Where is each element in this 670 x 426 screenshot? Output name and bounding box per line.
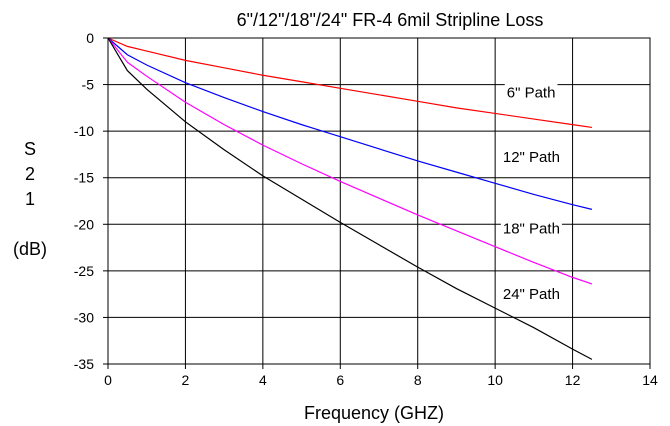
series-label-background xyxy=(500,284,562,304)
y-tick-label: -35 xyxy=(74,356,94,372)
series-label-2: 12" Path xyxy=(503,149,560,166)
y-tick-label: -20 xyxy=(74,216,94,232)
y-tick-label: -15 xyxy=(74,170,94,186)
plot-area xyxy=(107,37,651,365)
x-tick-label: 12 xyxy=(565,372,581,388)
x-tick-label: 8 xyxy=(414,372,422,388)
plot-border xyxy=(107,37,651,365)
y-tick-label: 0 xyxy=(86,30,94,46)
series-labels: 6" Path 12" Path 18" Path 24" Path xyxy=(500,83,562,304)
plot-background xyxy=(108,38,650,364)
y-tick-label: -25 xyxy=(74,263,94,279)
series-line-3 xyxy=(107,37,593,285)
chart-title: 6"/12"/18"/24" FR-4 6mil Stripline Loss xyxy=(237,10,544,30)
series-lines xyxy=(107,37,593,360)
y-axis-label: S 2 1 (dB) xyxy=(13,139,47,259)
y-axis: 0 -5 -10 -15 -20 -25 -30 -35 xyxy=(74,30,108,372)
y-axis-label-line-1: S xyxy=(24,139,36,159)
series-label-4: 24" Path xyxy=(503,286,560,303)
series-label-background xyxy=(504,83,558,103)
x-tick-label: 4 xyxy=(259,372,267,388)
series-label-background xyxy=(500,147,562,167)
x-tick-label: 2 xyxy=(182,372,190,388)
y-axis-label-line-2: 2 xyxy=(25,164,35,184)
x-axis: 0 2 4 6 8 10 12 14 xyxy=(104,364,658,388)
x-axis-label: Frequency (GHZ) xyxy=(304,403,444,423)
x-tick-label: 10 xyxy=(487,372,503,388)
x-tick-label: 0 xyxy=(104,372,112,388)
y-axis-label-line-3: 1 xyxy=(25,189,35,209)
y-tick-label: -10 xyxy=(74,123,94,139)
series-line-2 xyxy=(107,37,593,210)
series-line-1 xyxy=(107,37,593,129)
series-label-3: 18" Path xyxy=(503,221,560,238)
y-tick-label: -30 xyxy=(74,309,94,325)
series-line-4 xyxy=(107,37,593,360)
series-label-1: 6" Path xyxy=(507,85,556,102)
x-tick-label: 6 xyxy=(336,372,344,388)
series-label-background xyxy=(500,219,562,239)
y-axis-label-line-4: (dB) xyxy=(13,239,47,259)
y-tick-label: -5 xyxy=(82,77,95,93)
x-tick-label: 14 xyxy=(642,372,658,388)
